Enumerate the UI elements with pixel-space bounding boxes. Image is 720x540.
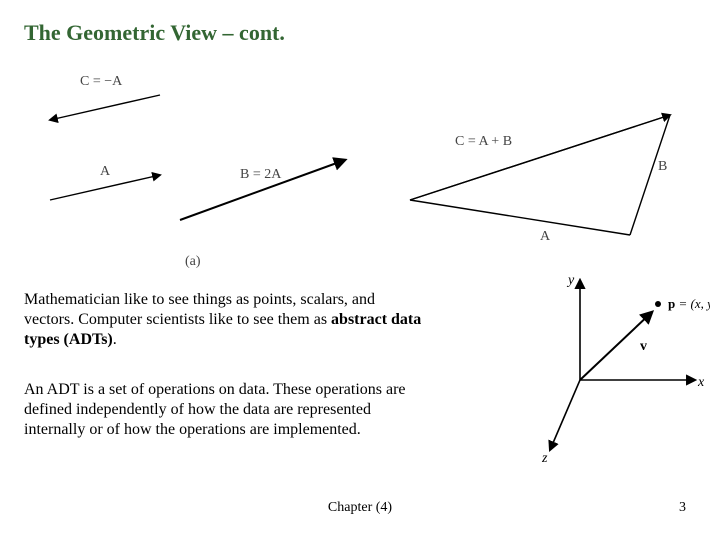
vector-diagrams: C = −A A B = 2A (a) C = A + B B A <box>20 60 700 270</box>
svg-text:p = (x, y, z): p = (x, y, z) <box>668 296 710 311</box>
svg-text:A: A <box>540 229 551 244</box>
axes-diagram: y x z v p = (x, y, z) <box>540 270 710 480</box>
footer-chapter: Chapter (4) <box>0 500 720 516</box>
svg-text:(a): (a) <box>185 254 201 269</box>
svg-text:B = 2A: B = 2A <box>240 167 282 182</box>
paragraph-1: Mathematician like to see things as poin… <box>24 290 424 350</box>
svg-text:y: y <box>566 273 575 288</box>
footer-page-number: 3 <box>679 500 686 516</box>
paragraph-2: An ADT is a set of operations on data. T… <box>24 380 424 440</box>
slide: The Geometric View – cont. C = −A A B = 2A… <box>0 0 720 540</box>
svg-text:B: B <box>658 159 667 174</box>
diagram-svg: C = −A A B = 2A (a) C = A + B B A <box>20 60 700 270</box>
svg-text:v: v <box>640 339 647 354</box>
svg-text:z: z <box>541 451 548 466</box>
axes-svg: y x z v p = (x, y, z) <box>540 270 710 480</box>
svg-text:C = −A: C = −A <box>80 74 123 89</box>
svg-text:C = A + B: C = A + B <box>455 134 512 149</box>
svg-text:x: x <box>697 375 705 390</box>
svg-text:A: A <box>100 164 111 179</box>
slide-title: The Geometric View – cont. <box>24 20 285 46</box>
